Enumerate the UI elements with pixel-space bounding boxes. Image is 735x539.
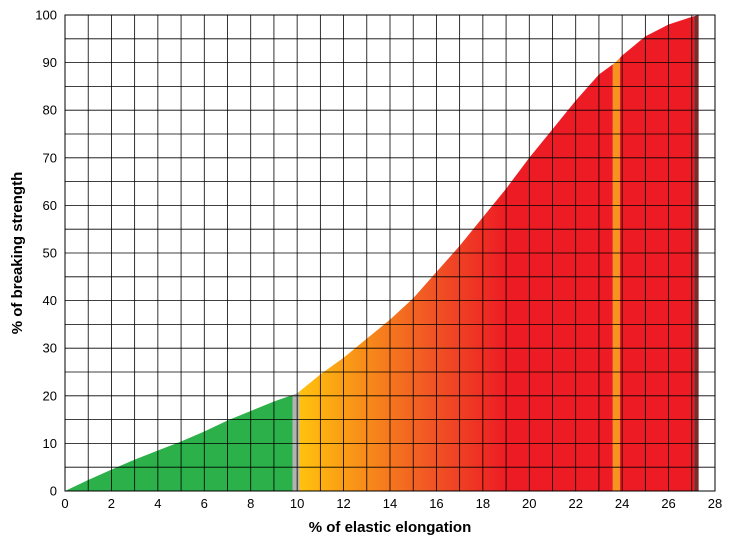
- x-tick-label: 20: [522, 496, 536, 511]
- y-tick-label: 60: [43, 198, 57, 213]
- y-tick-labels: 0 10 20 30 40 50 60 70 80 90 100: [35, 8, 57, 499]
- x-tick-label: 10: [290, 496, 304, 511]
- x-tick-label: 22: [568, 496, 582, 511]
- y-tick-label: 90: [43, 55, 57, 70]
- plot-border: [64, 14, 716, 492]
- y-axis-title: % of breaking strength: [9, 172, 26, 335]
- grid-lines: [64, 14, 716, 492]
- x-tick-label: 4: [154, 496, 161, 511]
- x-tick-label: 28: [708, 496, 722, 511]
- x-tick-label: 16: [429, 496, 443, 511]
- x-tick-label: 6: [201, 496, 208, 511]
- x-tick-labels: 0 2 4 6 8 10 12 14 16 18 20 22 24 26 28: [61, 496, 722, 511]
- y-tick-label: 80: [43, 103, 57, 118]
- y-tick-label: 10: [43, 436, 57, 451]
- y-tick-label: 50: [43, 246, 57, 261]
- x-tick-label: 26: [661, 496, 675, 511]
- x-tick-label: 12: [336, 496, 350, 511]
- x-tick-label: 2: [108, 496, 115, 511]
- y-tick-label: 0: [50, 484, 57, 499]
- x-tick-label: 14: [383, 496, 397, 511]
- x-tick-label: 0: [61, 496, 68, 511]
- plot-frame: [64, 14, 716, 492]
- x-tick-label: 24: [615, 496, 629, 511]
- x-tick-label: 8: [247, 496, 254, 511]
- y-tick-label: 100: [35, 8, 57, 23]
- y-tick-label: 40: [43, 293, 57, 308]
- y-tick-label: 70: [43, 150, 57, 165]
- y-tick-label: 20: [43, 388, 57, 403]
- y-tick-label: 30: [43, 341, 57, 356]
- x-axis-title: % of elastic elongation: [309, 519, 472, 536]
- x-tick-label: 18: [476, 496, 490, 511]
